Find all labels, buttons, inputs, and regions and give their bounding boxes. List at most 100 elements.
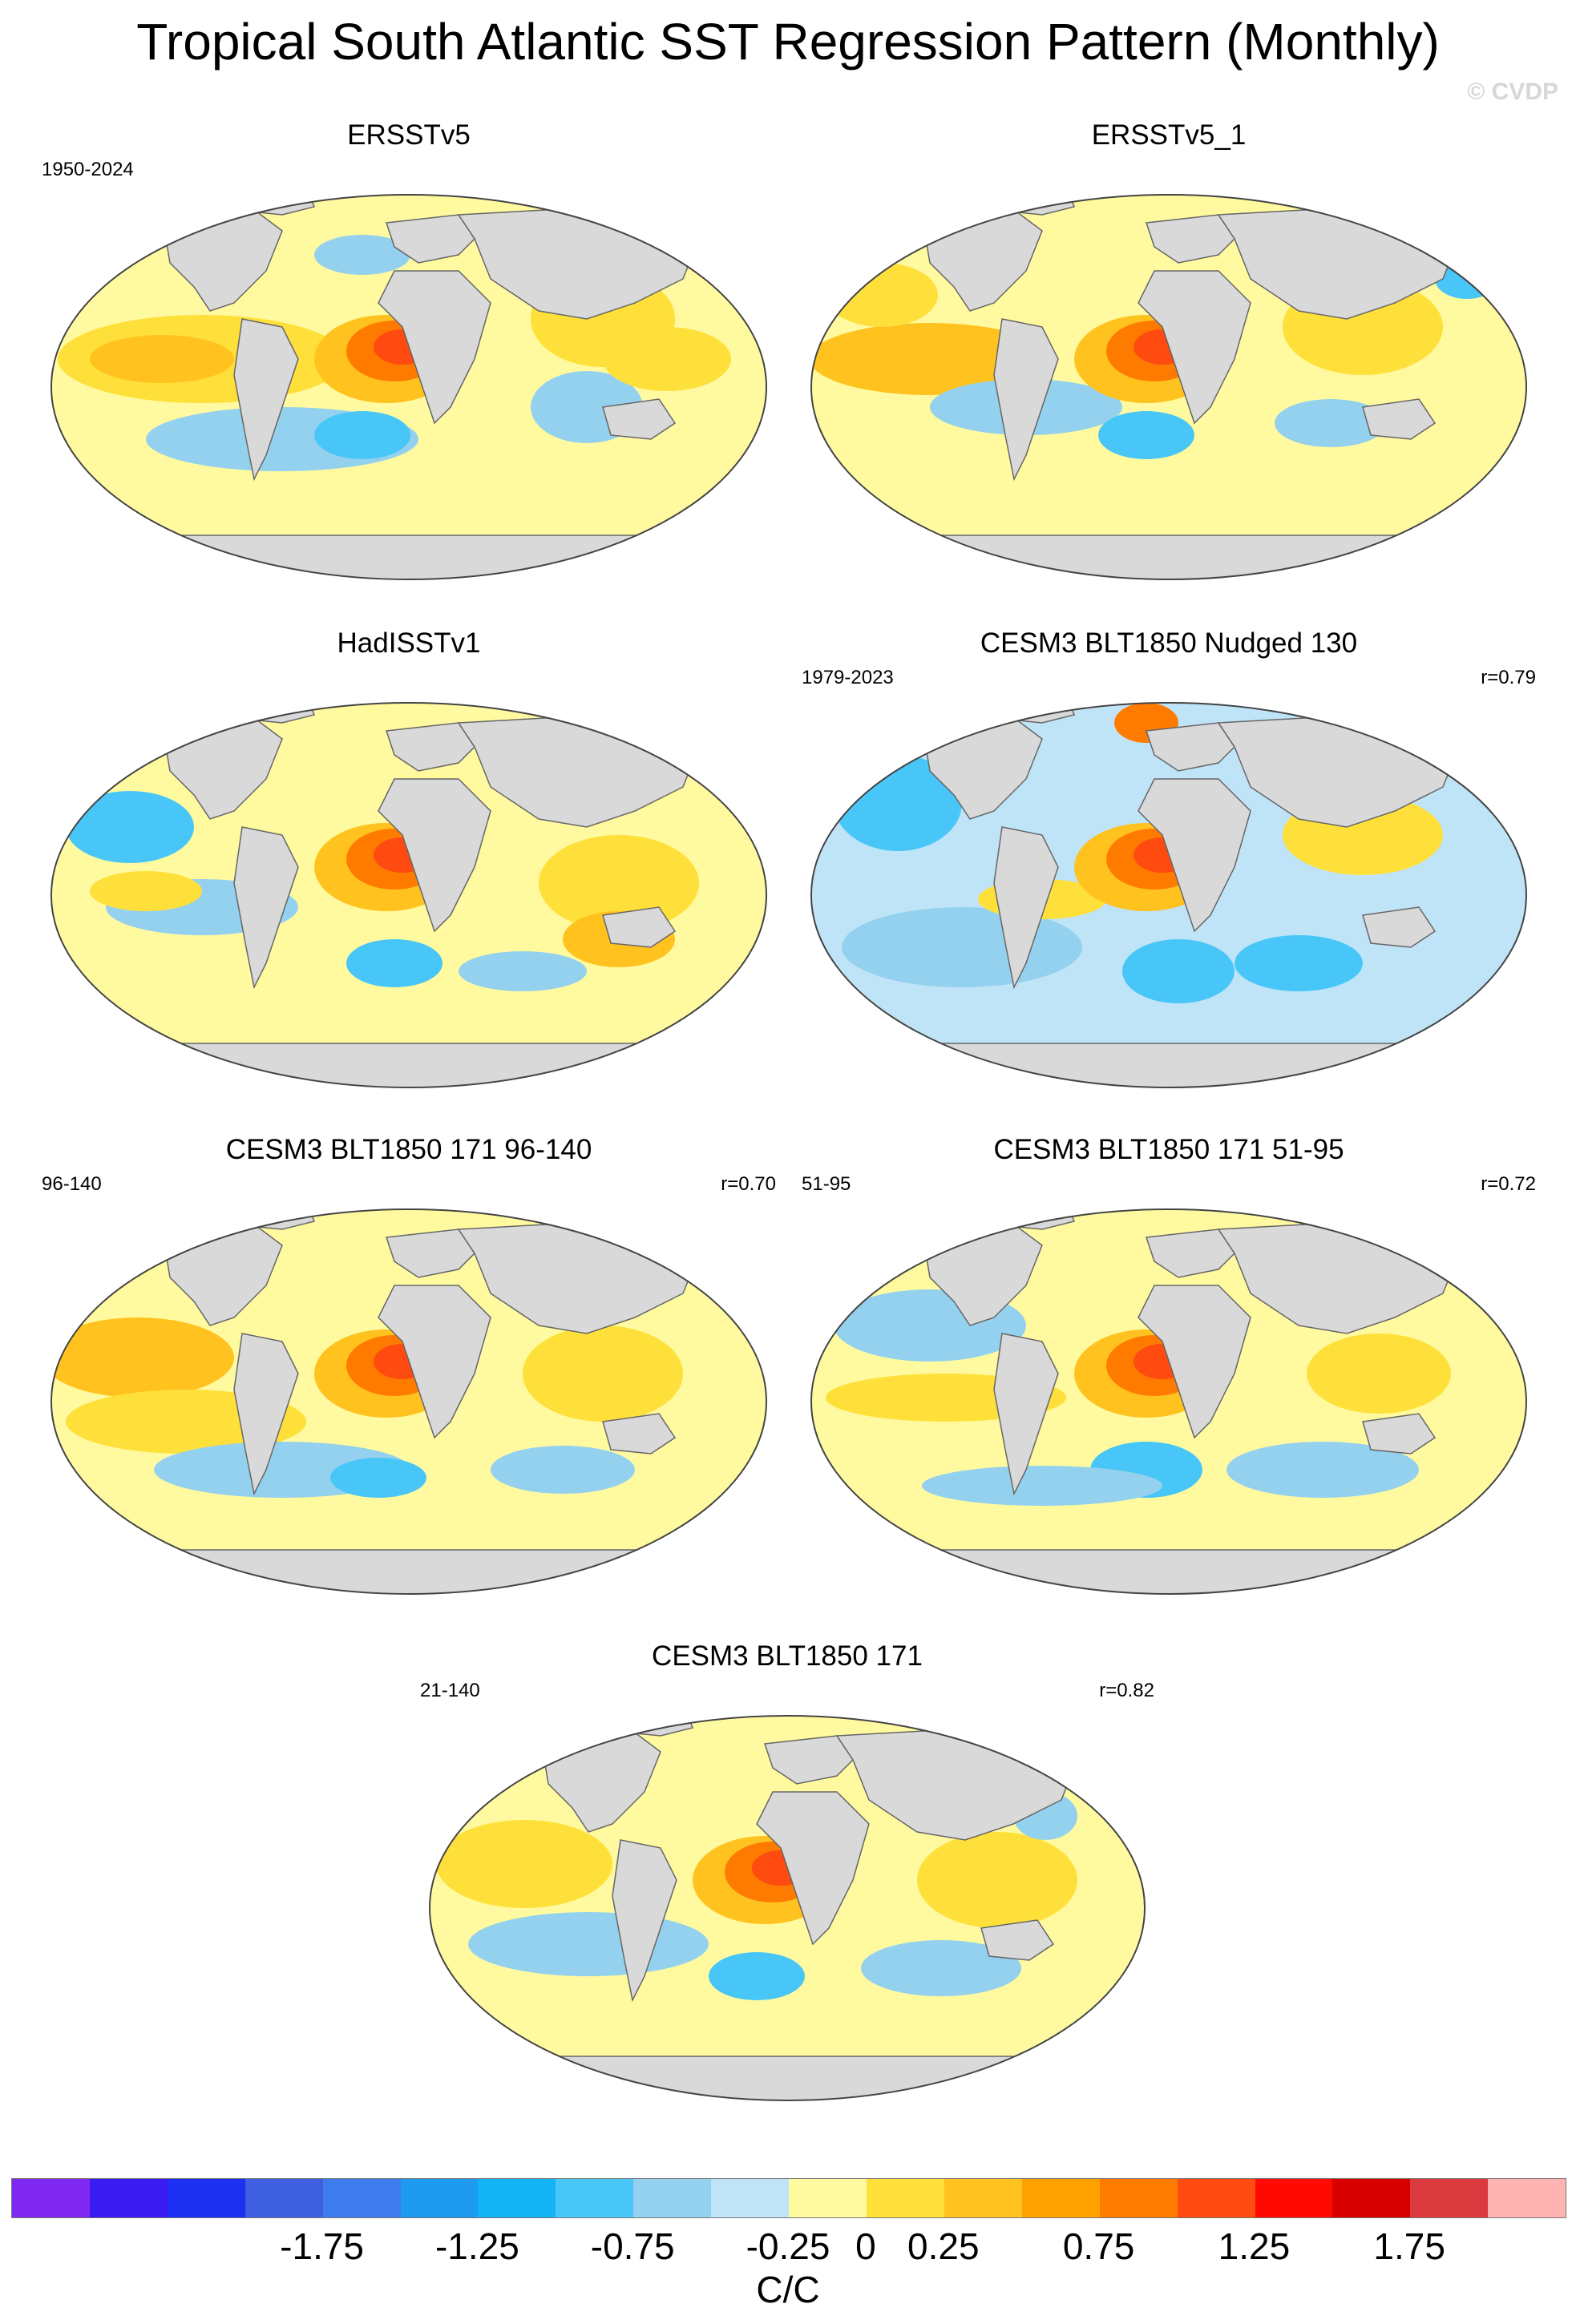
landmass	[1362, 398, 1437, 440]
colorbar-swatch	[789, 2179, 867, 2217]
watermark: © CVDP	[1467, 79, 1558, 105]
colorbar-tick-label: -0.25	[746, 2225, 830, 2267]
world-map	[51, 1208, 767, 1595]
colorbar-swatch	[167, 2179, 245, 2217]
anomaly-region	[1098, 411, 1194, 459]
colorbar-swatch	[556, 2179, 634, 2217]
anomaly-region	[51, 1317, 234, 1398]
anomaly-region	[314, 235, 410, 275]
world-map	[810, 1208, 1527, 1595]
landmass	[1362, 906, 1437, 948]
colorbar-swatch	[1177, 2179, 1255, 2217]
panel-title: CESM3 BLT1850 Nudged 130	[980, 627, 1358, 659]
landmass	[233, 318, 299, 482]
anomaly-region	[709, 1952, 805, 2000]
period-label: 1950-2024	[42, 159, 134, 180]
anomaly-region	[523, 1325, 683, 1422]
anomaly-region	[436, 1820, 612, 1908]
landmass	[1138, 1285, 1251, 1439]
map-panel: CESM3 BLT1850 171 51-95 51-95 r=0.72	[802, 1133, 1536, 1614]
colorbar-swatch	[866, 2179, 944, 2217]
period-label: 96-140	[42, 1173, 102, 1195]
landmass	[136, 535, 685, 579]
colorbar-tick-label: 0	[855, 2225, 876, 2267]
landmass	[378, 270, 491, 425]
panel-title: CESM3 BLT1850 171	[652, 1640, 923, 1672]
period-label: 21-140	[420, 1680, 480, 1701]
anomaly-region	[468, 1912, 709, 1976]
anomaly-region	[66, 791, 194, 863]
colorbar	[11, 2178, 1566, 2218]
colorbar-swatch	[1410, 2179, 1489, 2217]
colorbar-tick-label: -0.75	[590, 2225, 675, 2267]
anomaly-region	[330, 1458, 426, 1498]
landmass	[378, 1285, 491, 1439]
anomaly-region	[842, 907, 1082, 987]
landmass	[602, 1413, 677, 1455]
colorbar-tick-label: 1.25	[1218, 2225, 1291, 2267]
landmass	[233, 826, 299, 990]
landmass	[136, 1043, 685, 1087]
anomaly-region	[314, 411, 410, 459]
landmass	[980, 1919, 1055, 1961]
anomaly-region	[917, 1832, 1077, 1928]
colorbar-tick-label: -1.75	[280, 2225, 365, 2267]
landmass	[1362, 1413, 1437, 1455]
landmass	[515, 2056, 1063, 2100]
colorbar-ticks: -1.75 -1.25 -0.75 -0.25 0 0.25 0.75 1.25 1.75	[11, 2225, 1565, 2273]
colorbar-tick-label: -1.25	[434, 2225, 519, 2267]
map-panel: ERSSTv5_1	[802, 119, 1536, 599]
map-panel: ERSSTv5 1950-2024	[42, 119, 776, 599]
anomaly-region	[1275, 399, 1387, 447]
anomaly-region	[90, 335, 234, 383]
colorbar-units-label: C/C	[756, 2269, 820, 2310]
landmass	[896, 1549, 1445, 1594]
colorbar-swatch	[1255, 2179, 1333, 2217]
colorbar-tick-label: 0.25	[907, 2225, 980, 2267]
colorbar-swatch	[1332, 2179, 1411, 2217]
panel-title: HadISSTv1	[337, 627, 481, 659]
anomaly-region	[491, 1446, 635, 1494]
world-map	[429, 1715, 1146, 2101]
landmass	[233, 1333, 299, 1496]
colorbar-swatch	[1021, 2179, 1100, 2217]
world-map	[810, 702, 1527, 1088]
map-panel: CESM3 BLT1850 171 21-140 r=0.82	[420, 1640, 1154, 2120]
colorbar-swatch	[1099, 2179, 1178, 2217]
anomaly-region	[922, 1466, 1162, 1506]
landmass	[993, 318, 1059, 482]
world-map	[51, 702, 767, 1088]
anomaly-region	[603, 327, 731, 391]
map-panel: CESM3 BLT1850 171 96-140 96-140 r=0.70	[42, 1133, 776, 1614]
world-map	[51, 194, 767, 580]
landmass	[378, 778, 491, 933]
colorbar-tick-label: 1.75	[1373, 2225, 1445, 2267]
correlation-label: r=0.79	[1481, 667, 1536, 688]
anomaly-region	[861, 1940, 1021, 1996]
panel-title: CESM3 BLT1850 171 96-140	[225, 1134, 592, 1165]
anomaly-region	[459, 951, 587, 991]
landmass	[612, 1839, 677, 2003]
landmass	[602, 398, 677, 440]
correlation-label: r=0.72	[1481, 1173, 1536, 1195]
anomaly-region	[1226, 1442, 1419, 1498]
landmass	[896, 1043, 1445, 1087]
landmass	[756, 1791, 870, 1946]
period-label: 1979-2023	[802, 667, 894, 688]
anomaly-region	[90, 871, 202, 911]
landmass	[1138, 270, 1251, 425]
landmass	[993, 1333, 1059, 1496]
landmass	[602, 906, 677, 948]
panel-title: ERSSTv5	[347, 119, 471, 151]
period-label: 51-95	[802, 1173, 851, 1195]
main-title: Tropical South Atlantic SST Regression P…	[136, 13, 1440, 71]
anomaly-region	[1235, 935, 1363, 991]
colorbar-tick-label: 0.75	[1062, 2225, 1135, 2267]
colorbar-swatch	[400, 2179, 479, 2217]
colorbar-swatch	[1488, 2179, 1566, 2217]
landmass	[993, 826, 1059, 990]
anomaly-region	[1122, 939, 1235, 1003]
colorbar-swatch	[633, 2179, 712, 2217]
colorbar-swatch	[12, 2179, 90, 2217]
landmass	[1138, 778, 1251, 933]
